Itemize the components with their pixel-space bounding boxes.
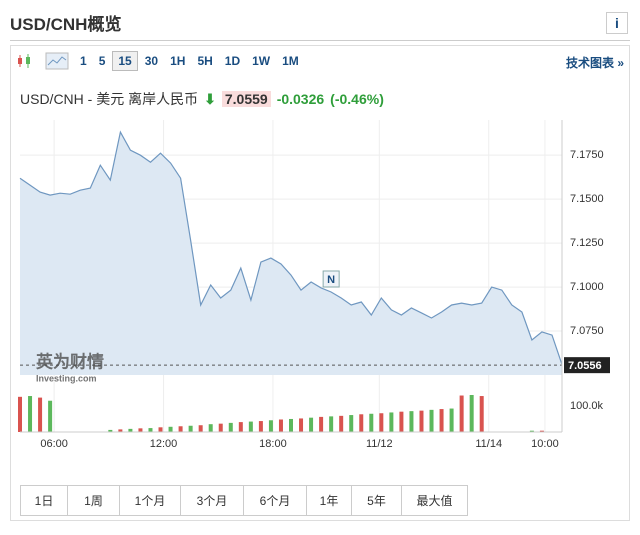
volume-bar — [278, 419, 283, 432]
divider — [10, 40, 630, 41]
volume-bar — [178, 426, 183, 432]
candle-icon[interactable] — [14, 51, 44, 71]
interval-button[interactable]: 15 — [112, 51, 138, 71]
y-tick-label: 7.0750 — [570, 325, 604, 337]
volume-bar — [369, 413, 374, 432]
area-fill — [20, 132, 562, 375]
volume-bar — [449, 408, 454, 432]
volume-bar — [18, 396, 22, 432]
interval-button[interactable]: 1W — [252, 54, 271, 68]
volume-bar — [28, 396, 33, 432]
x-tick-label: 18:00 — [259, 438, 287, 450]
volume-bar — [198, 425, 203, 432]
volume-bar — [248, 421, 253, 432]
annotation-box — [322, 270, 340, 288]
volume-bar — [38, 397, 43, 432]
volume-bar — [218, 423, 223, 432]
volume-bar — [539, 430, 544, 432]
volume-bar — [399, 411, 404, 432]
y-tick-label: 7.1000 — [570, 281, 604, 293]
volume-bar — [188, 425, 193, 432]
x-tick-label: 11/12 — [366, 438, 393, 450]
volume-bar — [158, 427, 163, 432]
volume-bar — [228, 422, 233, 432]
x-tick-label: 10:00 — [531, 438, 559, 450]
volume-bar — [389, 412, 394, 432]
range-button[interactable]: 5年 — [351, 485, 402, 516]
volume-tick-label: 100.0k — [570, 400, 604, 412]
volume-bar — [48, 400, 53, 432]
volume-bar — [118, 429, 123, 432]
volume-bar — [529, 430, 534, 432]
y-tick-label: 7.1250 — [570, 237, 604, 249]
volume-bar — [138, 428, 143, 432]
volume-bar — [319, 416, 324, 432]
volume-bar — [329, 416, 334, 432]
toolbar: 1 5 15 30 1H 5H 1D 1W 1M — [14, 50, 305, 72]
title: USD/CNH概览 — [10, 15, 122, 34]
volume-bar — [459, 395, 464, 432]
volume-bar — [309, 417, 314, 432]
volume-bar — [429, 409, 434, 432]
volume-bar — [268, 420, 273, 432]
volume-bar — [469, 395, 474, 432]
x-tick-label: 12:00 — [150, 438, 178, 450]
range-button[interactable]: 1日 — [20, 485, 68, 516]
last-price-label: 7.0556 — [568, 360, 602, 372]
interval-button[interactable]: 5 — [98, 54, 106, 68]
change-pct: (-0.46%) — [330, 91, 384, 107]
volume-bar — [339, 415, 344, 432]
interval-button[interactable]: 1M — [282, 54, 299, 68]
watermark-brand: 英为财情 — [36, 351, 104, 371]
volume-bar — [128, 428, 133, 432]
panel — [10, 45, 630, 521]
volume-bar — [238, 422, 243, 432]
range-buttons: 1日 1周 1个月 3个月 6个月 1年 5年 最大值 — [20, 485, 468, 516]
range-button[interactable]: 6个月 — [243, 485, 307, 516]
range-button[interactable]: 最大值 — [401, 485, 468, 516]
quote: USD/CNH - 美元 离岸人民币 ⬇ 7.0559 -0.0326 (-0.… — [20, 89, 384, 109]
interval-button[interactable]: 1D — [224, 54, 241, 68]
interval-button[interactable]: 1H — [170, 54, 186, 68]
volume-bar — [379, 413, 384, 432]
x-tick-label: 06:00 — [40, 438, 68, 450]
range-button[interactable]: 3个月 — [180, 485, 244, 516]
volume-bar — [479, 396, 484, 432]
volume-bar — [208, 424, 213, 432]
chart: 7.0750 7.1000 7.1250 7.1500 7.1750 06:00 12:00… — [18, 120, 610, 450]
volume-bar — [148, 428, 153, 432]
volume-bar — [349, 415, 354, 432]
interval-button[interactable]: 1 — [80, 54, 87, 68]
volume-bar — [299, 418, 304, 432]
range-button[interactable]: 1年 — [306, 485, 352, 516]
down-arrow: ⬇ — [204, 90, 216, 107]
volume-bar — [359, 414, 364, 432]
tech-chart-link[interactable]: 技术图表 » — [565, 56, 624, 70]
range-button[interactable]: 1周 — [67, 485, 120, 516]
volume-bar — [258, 421, 263, 432]
y-tick-label: 7.1500 — [570, 193, 604, 205]
last-price-box — [564, 357, 610, 374]
volume-bar — [168, 426, 173, 432]
price: 7.0559 — [221, 91, 271, 107]
info-button[interactable]: i — [606, 12, 628, 34]
volume-bar — [419, 410, 424, 432]
volume-bar — [409, 411, 414, 432]
interval-button[interactable]: 30 — [144, 54, 159, 68]
change: -0.0326 — [276, 91, 325, 107]
watermark-site: Investing.com — [36, 373, 97, 383]
line-icon[interactable] — [44, 51, 74, 71]
x-tick-label: 11/14 — [475, 438, 502, 450]
quote-name: USD/CNH - 美元 离岸人民币 — [20, 91, 199, 107]
annotation-label: N — [327, 274, 335, 286]
price-line — [19, 130, 563, 365]
volume-bar — [108, 429, 113, 432]
volume-bar — [289, 418, 293, 432]
range-button[interactable]: 1个月 — [119, 485, 181, 516]
volume-bar — [439, 409, 444, 432]
interval-button[interactable]: 5H — [197, 54, 213, 68]
y-tick-label: 7.1750 — [570, 149, 604, 161]
